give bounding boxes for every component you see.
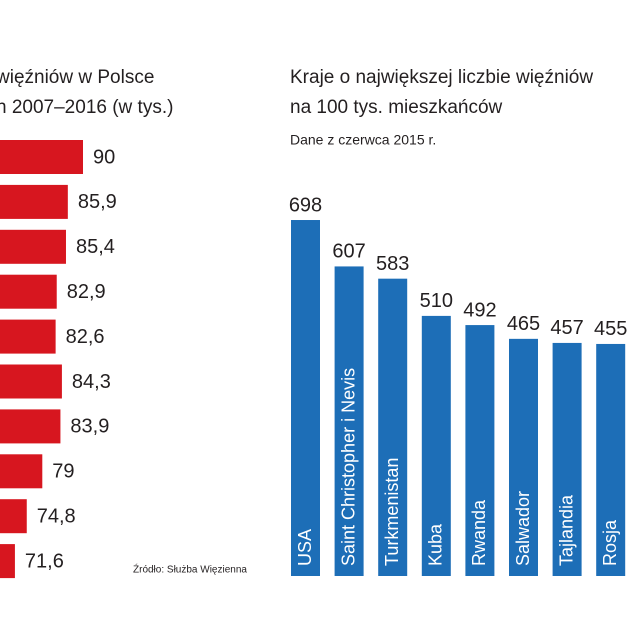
right-title-line: na 100 tys. mieszkańców <box>290 97 503 118</box>
value-label: 510 <box>420 290 453 312</box>
source: Źródło: Służba Więzienna <box>133 563 247 576</box>
bar <box>334 266 364 576</box>
bar <box>0 184 68 219</box>
value-label: 84,3 <box>72 371 111 393</box>
bar <box>291 220 320 576</box>
value-label: 85,4 <box>76 236 115 258</box>
value-label: 79 <box>52 461 74 483</box>
category-label: Rwanda <box>469 499 489 566</box>
value-label: 492 <box>463 299 496 321</box>
bar <box>0 454 43 489</box>
value-label: 457 <box>550 317 583 339</box>
bar <box>0 409 61 444</box>
bar <box>0 544 15 579</box>
bar <box>596 343 626 576</box>
bar <box>0 364 62 399</box>
bar <box>509 338 538 576</box>
left-title-line: więźniów w Polsce <box>0 67 154 88</box>
value-label: 90 <box>93 146 115 168</box>
value-label: 74,8 <box>37 505 76 527</box>
category-label: Turkmenistan <box>382 458 402 566</box>
value-label: 82,9 <box>67 281 106 303</box>
value-label: 607 <box>332 241 365 263</box>
bar <box>0 229 66 264</box>
value-label: 83,9 <box>70 416 109 438</box>
category-label: Tajlandia <box>556 494 576 566</box>
category-label: USA <box>295 529 315 566</box>
bar <box>0 140 83 174</box>
bar <box>0 274 57 309</box>
category-label: Saint Christopher i Nevis <box>338 368 358 566</box>
value-label: 71,6 <box>25 550 64 572</box>
value-label: 455 <box>594 318 627 340</box>
value-label: 583 <box>376 253 409 275</box>
category-label: Salwador <box>513 491 533 566</box>
value-label: 85,9 <box>78 191 117 213</box>
bar <box>0 499 27 534</box>
bar <box>552 342 582 576</box>
value-label: 82,6 <box>66 326 105 348</box>
bar <box>378 278 408 576</box>
category-label: Kuba <box>426 523 446 566</box>
value-label: 465 <box>507 313 540 335</box>
category-label: Rosja <box>600 519 620 566</box>
left-title-line: h 2007–2016 (w tys.) <box>0 97 173 118</box>
bar <box>465 325 495 576</box>
value-label: 698 <box>289 194 322 216</box>
right-title-line: Kraje o największej liczbie więźniów <box>290 67 593 88</box>
bar <box>0 319 56 354</box>
subtitle: Dane z czerwca 2015 r. <box>290 132 436 148</box>
bar <box>421 315 451 576</box>
